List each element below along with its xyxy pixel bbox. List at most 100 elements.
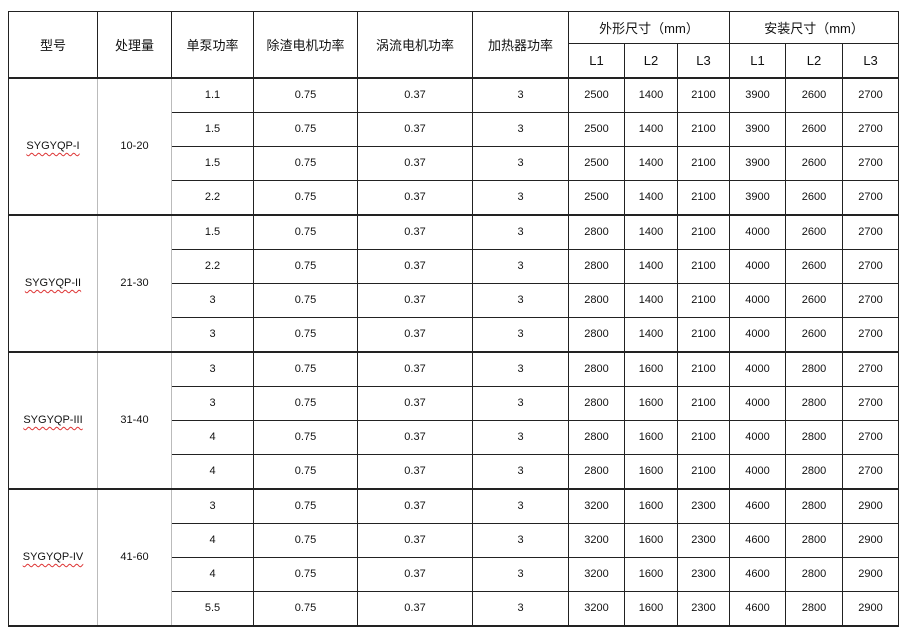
table-cell: 2700 bbox=[842, 77, 900, 113]
table-cell: 3 bbox=[472, 111, 569, 147]
table-cell: 2800 bbox=[568, 351, 625, 387]
table-cell: 3 bbox=[171, 316, 254, 353]
table-cell: 4600 bbox=[729, 590, 787, 627]
table-cell: 0.37 bbox=[357, 248, 473, 284]
model-cell: SYGYQP-II bbox=[8, 214, 98, 353]
table-cell: 3 bbox=[171, 385, 254, 421]
table-cell: 3 bbox=[472, 453, 569, 490]
table-row: 1.5 0.75 0.37 3 2500 1400 2100 3900 2600 2700 bbox=[9, 145, 900, 181]
table-row: SYGYQP-II 21-30 1.5 0.75 0.37 3 2800 1400 2100 40… bbox=[8, 214, 900, 353]
table-cell: 0.75 bbox=[253, 214, 358, 250]
table-row: 5.5 0.75 0.37 3 3200 1600 2300 4600 2800 2900 bbox=[9, 590, 900, 627]
table-cell: 0.75 bbox=[253, 488, 358, 524]
header-model: 型号 bbox=[8, 11, 98, 78]
table-cell: 0.75 bbox=[253, 111, 358, 147]
table-row: 4 0.75 0.37 3 2800 1600 2100 4000 2800 2700 bbox=[9, 453, 900, 490]
model-name: SYGYQP-I bbox=[26, 140, 80, 152]
table-cell: 3200 bbox=[568, 556, 625, 592]
header-l2: L2 bbox=[624, 43, 678, 78]
table-cell: 1600 bbox=[624, 522, 678, 558]
table-cell: 2100 bbox=[676, 453, 731, 490]
table-cell: 2600 bbox=[785, 248, 844, 284]
table-cell: 2300 bbox=[676, 522, 731, 558]
table-cell: 0.37 bbox=[357, 145, 473, 181]
capacity-cell: 41-60 bbox=[97, 488, 172, 627]
table-row: 2.2 0.75 0.37 3 2500 1400 2100 3900 2600 2700 bbox=[9, 179, 900, 216]
table-cell: 2600 bbox=[785, 145, 844, 181]
model-cell: SYGYQP-III bbox=[8, 351, 98, 490]
table-body: SYGYQP-I 10-20 1.1 0.75 0.37 3 2500 1400 2100 390… bbox=[8, 77, 900, 627]
table-cell: 3 bbox=[472, 316, 569, 353]
table-cell: 2100 bbox=[676, 351, 731, 387]
table-cell: 1400 bbox=[624, 214, 678, 250]
table-cell: 2100 bbox=[676, 316, 731, 353]
table-cell: 2900 bbox=[842, 590, 900, 627]
table-cell: 4 bbox=[171, 522, 254, 558]
table-cell: 2600 bbox=[785, 316, 844, 353]
table-cell: 2800 bbox=[785, 351, 844, 387]
table-cell: 2500 bbox=[568, 145, 625, 181]
header-install-size: 安装尺寸（mm） bbox=[729, 11, 900, 44]
table-cell: 0.75 bbox=[253, 282, 358, 318]
table-cell: 1400 bbox=[624, 282, 678, 318]
table-cell: 2800 bbox=[568, 385, 625, 421]
table-cell: 0.75 bbox=[253, 351, 358, 387]
table-row: SYGYQP-III 31-40 3 0.75 0.37 3 2800 1600 2100 400… bbox=[8, 351, 900, 490]
table-cell: 1400 bbox=[624, 248, 678, 284]
table-cell: 2500 bbox=[568, 111, 625, 147]
header-heater-power: 加热器功率 bbox=[472, 11, 569, 78]
table-cell: 2800 bbox=[568, 419, 625, 455]
capacity-cell: 10-20 bbox=[97, 77, 172, 216]
table-cell: 3900 bbox=[729, 179, 787, 216]
table-cell: 1400 bbox=[624, 77, 678, 113]
table-cell: 4000 bbox=[729, 282, 787, 318]
table-cell: 1400 bbox=[624, 316, 678, 353]
table-row: 3 0.75 0.37 3 2800 1400 2100 4000 2600 2700 bbox=[9, 316, 900, 353]
table-cell: 0.75 bbox=[253, 179, 358, 216]
table-cell: 0.37 bbox=[357, 590, 473, 627]
table-cell: 3 bbox=[472, 351, 569, 387]
table-cell: 3 bbox=[472, 488, 569, 524]
table-cell: 0.37 bbox=[357, 179, 473, 216]
header-outer-size: 外形尺寸（mm） bbox=[567, 11, 731, 44]
table-cell: 4 bbox=[171, 419, 254, 455]
table-cell: 2100 bbox=[676, 214, 731, 250]
table-cell: 2800 bbox=[568, 316, 625, 353]
table-cell: 0.75 bbox=[253, 522, 358, 558]
header-l2: L2 bbox=[785, 43, 844, 78]
table-row: 3 0.75 0.37 3 2800 1600 2100 4000 2800 2700 bbox=[9, 385, 900, 421]
table-cell: 1400 bbox=[624, 179, 678, 216]
header-l1: L1 bbox=[568, 43, 625, 78]
table-cell: 0.37 bbox=[357, 453, 473, 490]
table-cell: 0.37 bbox=[357, 419, 473, 455]
table-row: SYGYQP-IV 41-60 3 0.75 0.37 3 3200 1600 2300 4600… bbox=[8, 488, 900, 627]
table-cell: 3 bbox=[472, 248, 569, 284]
table-cell: 3200 bbox=[568, 590, 625, 627]
table-cell: 3 bbox=[472, 282, 569, 318]
table-row: 4 0.75 0.37 3 3200 1600 2300 4600 2800 2900 bbox=[9, 522, 900, 558]
table-cell: 3 bbox=[472, 214, 569, 250]
table-cell: 5.5 bbox=[171, 590, 254, 627]
table-cell: 3 bbox=[472, 179, 569, 216]
table-cell: 2100 bbox=[676, 145, 731, 181]
table-cell: 2600 bbox=[785, 77, 844, 113]
table-cell: 3 bbox=[472, 77, 569, 113]
table-cell: 3 bbox=[472, 419, 569, 455]
table-cell: 3 bbox=[171, 488, 254, 524]
table-cell: 4 bbox=[171, 453, 254, 490]
table-cell: 4 bbox=[171, 556, 254, 592]
table-cell: 4000 bbox=[729, 214, 787, 250]
table-cell: 2600 bbox=[785, 214, 844, 250]
table-cell: 0.37 bbox=[357, 214, 473, 250]
table-cell: 2700 bbox=[842, 453, 900, 490]
table-cell: 2100 bbox=[676, 179, 731, 216]
table-cell: 1.1 bbox=[171, 77, 254, 113]
table-cell: 4000 bbox=[729, 351, 787, 387]
header-l1: L1 bbox=[729, 43, 787, 78]
spec-table: 型号 处理量 单泵功率 除渣电机功率 涡流电机功率 加热器功率 外形尺寸（mm）… bbox=[8, 11, 900, 627]
table-cell: 4600 bbox=[729, 556, 787, 592]
table-cell: 2700 bbox=[842, 111, 900, 147]
table-cell: 2700 bbox=[842, 419, 900, 455]
table-cell: 2700 bbox=[842, 282, 900, 318]
table-cell: 2900 bbox=[842, 488, 900, 524]
